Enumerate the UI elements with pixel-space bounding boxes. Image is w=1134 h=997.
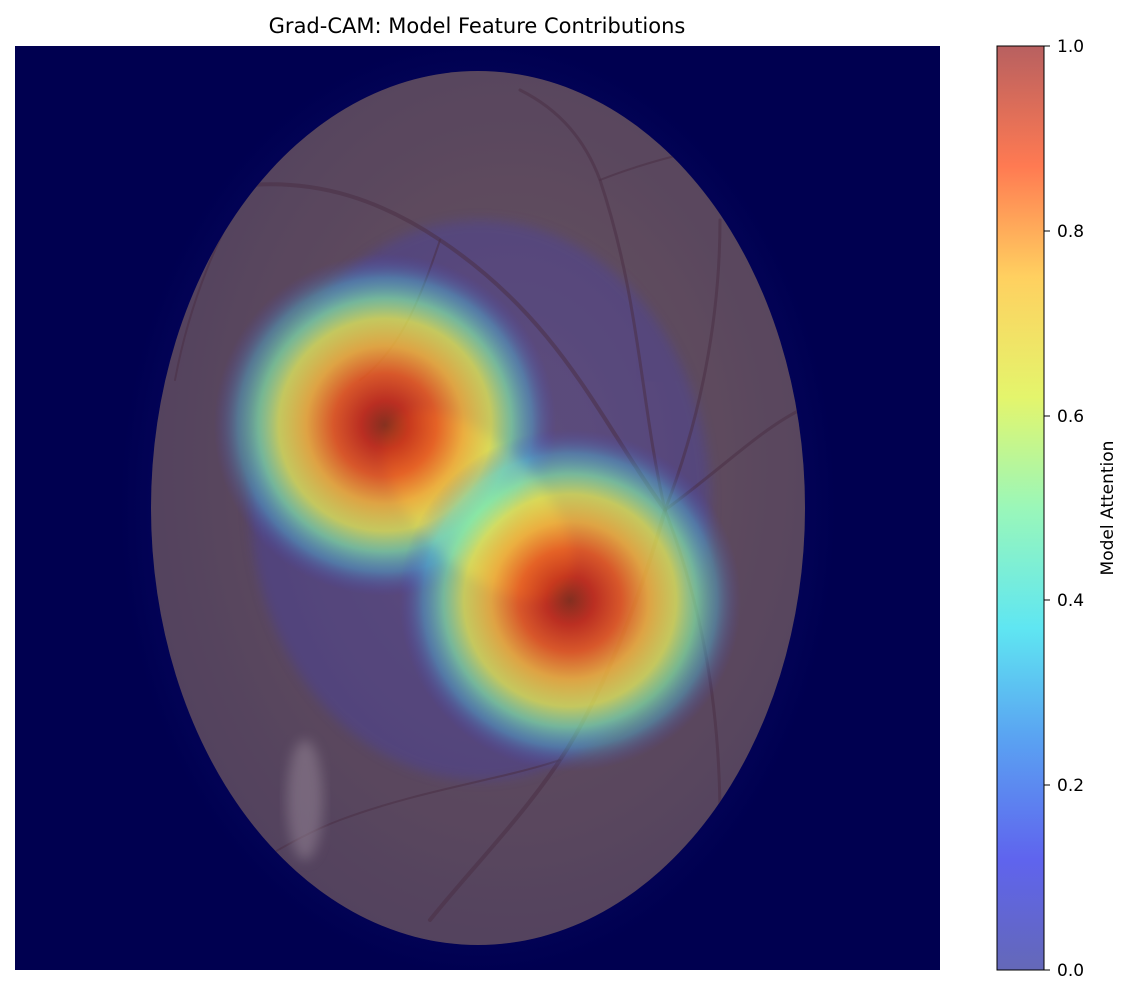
- vessel: [518, 88, 667, 512]
- colorbar-tick-labels: 0.0 0.2 0.4 0.6 0.8 1.0: [1057, 37, 1084, 981]
- colorbar-tick-label: 0.6: [1057, 407, 1084, 427]
- colorbar: 0.0 0.2 0.4 0.6 0.8 1.0 Model Attention: [996, 37, 1118, 981]
- colorbar-tick-label: 0.8: [1057, 222, 1084, 242]
- colorbar-tick-label: 0.2: [1057, 776, 1084, 796]
- colorbar-ticks: [1044, 45, 1050, 971]
- hotspot-layer: [213, 253, 742, 772]
- attention-hotspot-2: [398, 429, 742, 772]
- colorbar-tick-label: 0.4: [1057, 591, 1084, 611]
- chart-title: Grad-CAM: Model Feature Contributions: [269, 14, 686, 38]
- bright-lesion: [287, 740, 323, 860]
- colorbar-tick-label: 1.0: [1057, 37, 1084, 57]
- colorbar-gradient: [996, 45, 1045, 971]
- colorbar-label: Model Attention: [1098, 441, 1118, 576]
- vessel: [248, 182, 667, 512]
- plot-area: [15, 46, 940, 970]
- colorbar-tick-label: 0.0: [1057, 961, 1084, 981]
